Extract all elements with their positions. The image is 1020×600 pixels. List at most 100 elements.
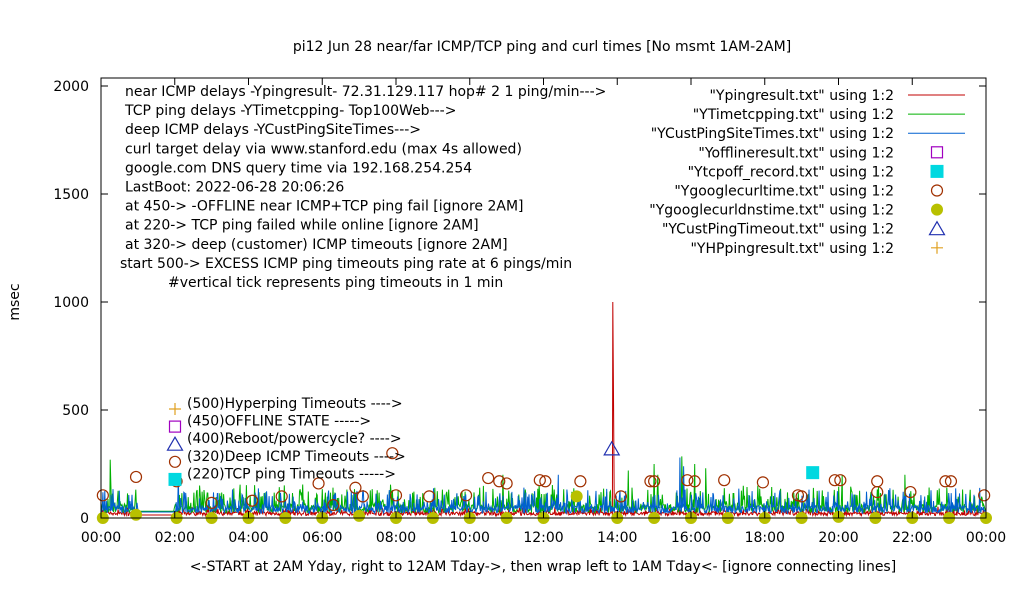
marker-legend-label: (220)TCP ping Timeouts -----> [187, 466, 396, 482]
data-point [688, 475, 701, 488]
marker-legend-symbol [166, 435, 184, 451]
legend-entry-label: "Ygooglecurltime.txt" using 1:2 [674, 184, 894, 200]
series-legend: "Ypingresult.txt" using 1:2 "YTimetcpping… [649, 88, 965, 257]
data-point [603, 440, 621, 456]
marker-legend-label: (320)Deep ICMP Timeouts ----> [187, 449, 406, 465]
legend-entry-label: "YTimetcpping.txt" using 1:2 [693, 107, 894, 123]
data-point [828, 474, 841, 487]
data-point [614, 490, 628, 503]
data-point [493, 475, 506, 488]
y-tick-label: 500 [62, 403, 89, 419]
data-point [718, 474, 731, 487]
data-point [349, 481, 362, 494]
x-axis-label: <-START at 2AM Yday, right to 12AM Tday-… [190, 559, 896, 575]
data-point [205, 496, 218, 509]
legend-swatch [928, 220, 946, 236]
x-tick-label: 08:00 [376, 530, 416, 546]
data-point [482, 471, 495, 485]
marker-legend-label: (400)Reboot/powercycle? ----> [187, 431, 402, 447]
x-tick-label: 16:00 [671, 530, 711, 546]
info-line: LastBoot: 2022-06-28 20:06:26 [125, 180, 344, 196]
x-tick-label: 02:00 [155, 530, 195, 546]
legend-swatch [930, 146, 944, 159]
data-point [795, 490, 808, 503]
data-point [939, 475, 952, 488]
y-tick-label: 2000 [53, 79, 89, 95]
data-point [356, 490, 369, 503]
data-point [978, 489, 991, 502]
legend-swatch [931, 241, 943, 254]
legend-entry-label: "Yofflineresult.txt" using 1:2 [698, 145, 894, 161]
x-tick-label: 06:00 [302, 530, 342, 546]
data-point [389, 489, 403, 502]
data-point [275, 490, 288, 503]
x-tick-label: 22:00 [892, 530, 932, 546]
data-point [312, 477, 325, 490]
info-block: near ICMP delays -Ypingresult- 72.31.129… [120, 84, 606, 291]
marker-legend-symbol [169, 403, 181, 415]
y-axis-label: msec [7, 283, 23, 320]
x-tick-label: 00:00 [81, 530, 121, 546]
info-line: TCP ping delays -YTimetcpping- Top100Web… [124, 103, 456, 119]
y-tick-label: 0 [80, 511, 89, 527]
legend-entry-label: "YCustPingTimeout.txt" using 1:2 [662, 222, 894, 238]
x-tick-label: 04:00 [228, 530, 268, 546]
legend-swatch [930, 184, 944, 197]
data-point [681, 474, 694, 487]
data-point [944, 475, 958, 488]
data-point [871, 475, 884, 488]
data-point [423, 490, 436, 503]
legend-entry-label: "YCustPingSiteTimes.txt" using 1:2 [651, 126, 894, 142]
data-point [500, 477, 513, 490]
data-point [353, 509, 366, 522]
legend-swatch [930, 164, 944, 178]
x-tick-label: 10:00 [450, 530, 490, 546]
axes: 0 500 1000 1500 2000 00:00 02:00 04:00 06:00 08:0… [53, 78, 1006, 546]
data-point [130, 508, 143, 521]
legend-entry-label: "Ygooglecurldnstime.txt" using 1:2 [649, 203, 894, 219]
data-point [756, 476, 770, 489]
x-tick-label: 14:00 [597, 530, 637, 546]
legend-entry-label: "YHPpingresult.txt" using 1:2 [690, 241, 894, 257]
info-line: at 320-> deep (customer) ICMP timeouts [… [125, 237, 508, 253]
info-line: at 450-> -OFFLINE near ICMP+TCP ping fai… [125, 199, 524, 215]
legend-entry-label: "Ytcpoff_record.txt" using 1:2 [688, 164, 894, 180]
data-point [574, 475, 587, 488]
data-point [648, 475, 661, 488]
marker-legend: (500)Hyperping Timeouts ----> (450)OFFLIN… [166, 396, 406, 486]
data-point [539, 475, 552, 488]
info-line: at 220-> TCP ping failed while online [i… [125, 218, 479, 234]
marker-legend-label: (450)OFFLINE STATE -----> [187, 414, 371, 430]
data-point [834, 474, 847, 487]
data-point [386, 447, 399, 460]
y-tick-label: 1500 [53, 187, 89, 203]
data-point [806, 466, 820, 480]
marker-legend-label: (500)Hyperping Timeouts ----> [187, 396, 403, 412]
y-tick-label: 1000 [53, 295, 89, 311]
legend-entry-label: "Ypingresult.txt" using 1:2 [709, 88, 894, 104]
info-line: #vertical tick represents ping timeouts … [168, 275, 503, 291]
marker-legend-symbol [168, 455, 182, 468]
data-point [96, 489, 109, 502]
x-tick-label: 18:00 [745, 530, 785, 546]
data-point [871, 485, 884, 499]
x-tick-label: 12:00 [523, 530, 563, 546]
marker-legend-symbol [168, 472, 182, 486]
marker-legend-symbol [168, 420, 182, 433]
data-point [644, 475, 657, 488]
info-line: curl target delay via www.stanford.edu (… [125, 141, 522, 157]
info-line: near ICMP delays -Ypingresult- 72.31.129… [125, 84, 606, 100]
x-tick-label: 20:00 [818, 530, 858, 546]
data-point [459, 489, 473, 502]
data-point [533, 474, 546, 487]
data-point [570, 490, 583, 503]
data-point [904, 485, 917, 499]
info-line: start 500-> EXCESS ICMP ping timeouts pi… [120, 256, 572, 272]
info-line: google.com DNS query time via 192.168.25… [125, 160, 472, 176]
legend-swatch [931, 203, 943, 216]
chart-title: pi12 Jun 28 near/far ICMP/TCP ping and c… [293, 39, 791, 55]
info-line: deep ICMP delays -YCustPingSiteTimes---> [125, 122, 421, 138]
data-point [129, 470, 143, 484]
data-point [327, 498, 340, 512]
